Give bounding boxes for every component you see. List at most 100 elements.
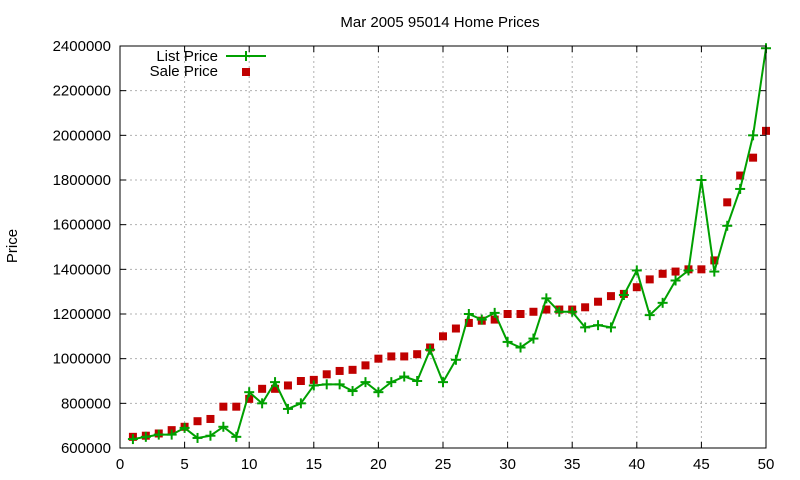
- list-price-point: [205, 430, 216, 441]
- list-price-point: [618, 290, 629, 301]
- sale-price-point: [206, 414, 215, 423]
- sale-price-point: [387, 352, 396, 361]
- x-tick-label: 0: [116, 456, 124, 473]
- sale-price-point: [632, 283, 641, 292]
- list-price-point: [515, 342, 526, 353]
- x-tick-label: 30: [499, 456, 516, 473]
- list-price-point: [709, 266, 720, 277]
- legend-marker-sale-price: [242, 68, 250, 76]
- x-tick-label: 25: [435, 456, 452, 473]
- list-price-point: [438, 377, 448, 388]
- sale-price-point: [296, 377, 305, 385]
- sale-price-point: [271, 384, 280, 393]
- y-axis-label: Price: [4, 229, 21, 263]
- list-price-point: [373, 387, 384, 398]
- sale-price-point: [361, 361, 370, 370]
- sale-price-point: [245, 394, 254, 403]
- list-price-point: [386, 377, 397, 388]
- sale-price-point: [503, 310, 512, 318]
- sale-price-point: [309, 375, 318, 384]
- list-price-point: [270, 377, 281, 388]
- grid-lines: [120, 46, 766, 448]
- legend: List Price Sale Price: [150, 48, 266, 80]
- list-price-point: [360, 377, 371, 388]
- sale-price-point: [322, 370, 331, 379]
- sale-price-point: [439, 332, 447, 341]
- list-price-point: [334, 379, 345, 390]
- list-price-point: [192, 432, 203, 443]
- list-price-point: [218, 421, 229, 432]
- x-tick-label: 10: [241, 456, 258, 473]
- sale-price-point: [581, 303, 590, 312]
- list-price-point: [412, 376, 423, 386]
- y-tick-labels: 600000 800000 1000000 1200000 1400000 1600000…: [53, 38, 766, 457]
- plot-border: [119, 45, 767, 449]
- list-price-point: [231, 431, 242, 442]
- list-price-point: [605, 322, 616, 333]
- list-price-point: [722, 220, 733, 231]
- list-price-point: [476, 314, 487, 325]
- list-price-point: [153, 429, 164, 440]
- list-price-point: [593, 320, 604, 331]
- list-price-point: [502, 336, 513, 347]
- x-tick-label: 15: [305, 456, 322, 473]
- sale-price-point: [400, 352, 409, 361]
- sale-price-point: [193, 417, 202, 426]
- list-price-point: [179, 422, 190, 433]
- sale-price-point: [542, 305, 551, 314]
- sale-price-point: [516, 310, 525, 318]
- sale-price-point: [645, 275, 654, 284]
- sale-price-point: [606, 292, 615, 301]
- list-price-point: [554, 306, 565, 317]
- x-tick-label: 35: [564, 456, 581, 473]
- list-price-point: [295, 398, 306, 409]
- list-price-point: [489, 307, 500, 318]
- list-price-point: [631, 265, 642, 276]
- list-price-point: [347, 386, 358, 397]
- list-price-point: [683, 265, 694, 276]
- y-tick-label: 800000: [61, 395, 111, 412]
- x-tick-label: 5: [180, 456, 188, 473]
- legend-label-list-price: List Price: [156, 48, 218, 65]
- list-price-point: [696, 175, 707, 185]
- sale-price-point: [219, 402, 228, 411]
- list-price-point: [399, 371, 410, 382]
- chart-title: Mar 2005 95014 Home Prices: [340, 14, 539, 31]
- sale-price-point: [232, 402, 241, 411]
- list-price-point: [127, 434, 138, 445]
- list-price-point: [528, 333, 539, 344]
- y-tick-label: 1800000: [53, 172, 111, 189]
- y-tick-label: 2000000: [53, 127, 111, 144]
- sale-price-point: [697, 265, 706, 274]
- list-price-point: [244, 387, 255, 398]
- list-price-point: [644, 310, 655, 321]
- sale-price-point: [451, 324, 460, 333]
- x-tick-label: 40: [628, 456, 645, 473]
- list-price-point: [257, 398, 268, 409]
- x-tick-label: 45: [693, 456, 710, 473]
- sale-price-point: [658, 269, 667, 278]
- list-price-point: [463, 309, 474, 319]
- plot-area: [127, 43, 771, 445]
- x-tick-label: 50: [758, 456, 775, 473]
- list-price-point: [282, 403, 293, 414]
- list-price-point: [140, 431, 151, 442]
- list-price-point: [450, 354, 461, 365]
- sale-price-point: [594, 297, 603, 306]
- sale-price-point: [348, 365, 357, 374]
- list-price-point: [748, 130, 759, 141]
- list-price-point: [308, 380, 319, 391]
- list-price-point: [670, 275, 681, 286]
- sale-price-point: [671, 267, 680, 276]
- sale-price-point: [529, 307, 538, 316]
- list-price-line: [132, 48, 767, 441]
- sale-price-point: [723, 198, 732, 207]
- y-tick-label: 1400000: [53, 261, 111, 278]
- sale-price-point: [736, 171, 745, 180]
- sale-price-point: [258, 384, 267, 393]
- list-price-point: [657, 297, 668, 308]
- legend-label-sale-price: Sale Price: [150, 63, 218, 80]
- sale-price-point: [710, 256, 719, 265]
